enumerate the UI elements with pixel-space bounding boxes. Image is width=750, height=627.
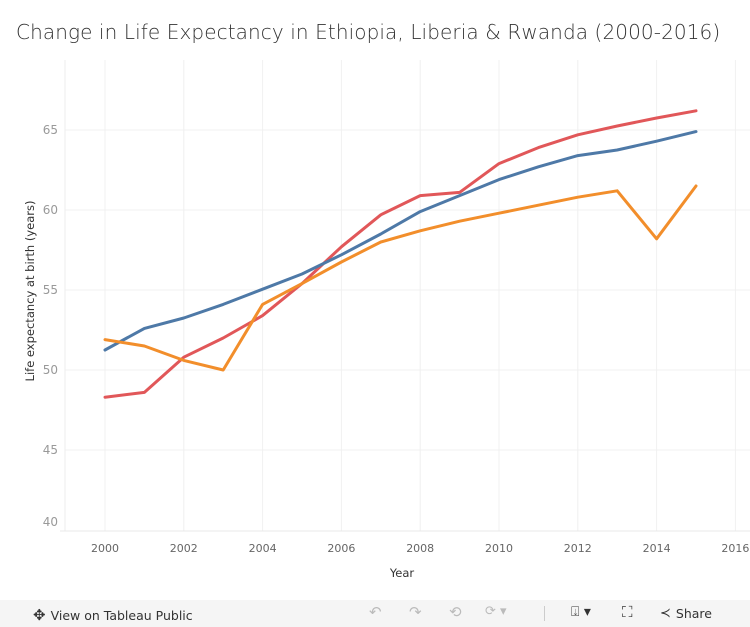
- series-lines: [103, 109, 698, 399]
- series-line-0: [103, 109, 698, 399]
- y-tick-label: 45: [43, 443, 58, 457]
- x-tick-label: 2010: [485, 542, 513, 555]
- axis-ticks: 2000 2002 2004 2006 2008 2010 2012 2014 2016 40 45…: [43, 123, 750, 555]
- undo-icon: ↶: [369, 603, 382, 621]
- x-tick-label: 2012: [564, 542, 592, 555]
- x-tick-label: 2016: [721, 542, 749, 555]
- x-tick-label: 2004: [249, 542, 277, 555]
- download-icon: ⍗ ▾: [571, 604, 591, 620]
- fullscreen-button[interactable]: ⛶: [622, 603, 633, 621]
- y-axis-label: Life expectancy at birth (years): [23, 201, 37, 382]
- y-tick-label: 40: [43, 515, 58, 529]
- y-tick-label: 55: [43, 283, 58, 297]
- fullscreen-icon: ⛶: [622, 603, 633, 621]
- redo-button[interactable]: ↷: [409, 603, 422, 621]
- toolbar-divider: [544, 606, 545, 621]
- undo-button[interactable]: ↶: [369, 603, 382, 621]
- share-icon: ≺: [660, 606, 671, 621]
- x-tick-label: 2000: [91, 542, 119, 555]
- y-tick-label: 60: [43, 203, 58, 217]
- line-chart: 2000 2002 2004 2006 2008 2010 2012 2014 2016 40 45…: [23, 60, 750, 580]
- x-tick-label: 2002: [170, 542, 198, 555]
- share-label: Share: [675, 606, 712, 621]
- refresh-icon: ⟳ ▾: [485, 604, 507, 619]
- series-line-1: [103, 130, 698, 352]
- share-button[interactable]: ≺ Share: [660, 606, 712, 621]
- y-tick-label: 65: [43, 123, 58, 137]
- redo-icon: ↷: [409, 603, 422, 621]
- tableau-logo-icon: ✥: [33, 606, 46, 624]
- refresh-button[interactable]: ⟳ ▾: [485, 604, 507, 619]
- y-tick-label: 50: [43, 363, 58, 377]
- tableau-toolbar: ✥ View on Tableau Public ↶ ↷ ⟲ ⟳ ▾ ⍗ ▾ ⛶…: [0, 600, 750, 627]
- x-tick-label: 2014: [643, 542, 671, 555]
- revert-button[interactable]: ⟲: [449, 603, 462, 621]
- view-label: View on Tableau Public: [50, 607, 193, 623]
- x-tick-label: 2006: [327, 542, 355, 555]
- x-tick-label: 2008: [406, 542, 434, 555]
- x-axis-label: Year: [389, 566, 415, 580]
- revert-icon: ⟲: [449, 603, 462, 621]
- download-button[interactable]: ⍗ ▾: [571, 604, 591, 620]
- gridlines: [60, 60, 750, 532]
- view-on-tableau-public-button[interactable]: ✥ View on Tableau Public: [33, 606, 193, 624]
- chart-title: Change in Life Expectancy in Ethiopia, L…: [16, 20, 721, 44]
- series-line-2: [103, 184, 698, 372]
